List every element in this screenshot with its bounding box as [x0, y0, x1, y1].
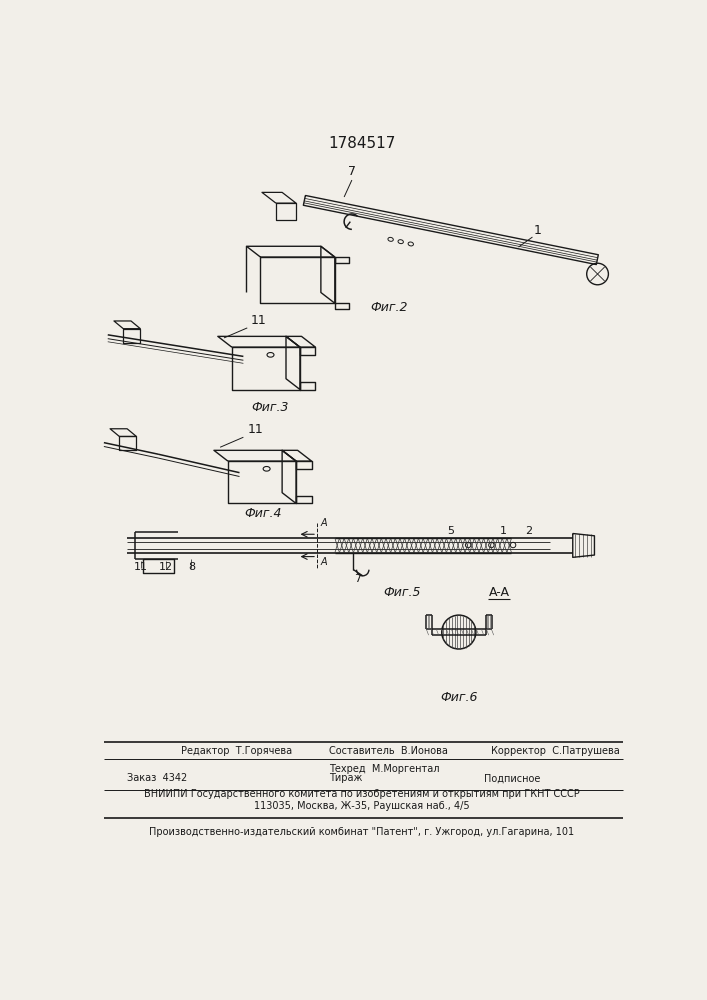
Text: Составитель  В.Ионова: Составитель В.Ионова — [329, 746, 448, 756]
Text: Корректор  С.Патрушева: Корректор С.Патрушева — [491, 746, 620, 756]
Text: 7: 7 — [348, 165, 356, 178]
Text: 7: 7 — [354, 574, 362, 584]
Text: ВНИИПИ Государственного комитета по изобретениям и открытиям при ГКНТ СССР: ВНИИПИ Государственного комитета по изоб… — [144, 789, 580, 799]
Text: Фиг.5: Фиг.5 — [383, 586, 421, 599]
Text: 8: 8 — [188, 562, 195, 572]
Text: A-A: A-A — [489, 586, 510, 599]
Text: Редактор  Т.Горячева: Редактор Т.Горячева — [182, 746, 293, 756]
Text: Тираж: Тираж — [329, 773, 362, 783]
Text: 2: 2 — [525, 526, 532, 536]
Text: 113035, Москва, Ж-35, Раушская наб., 4/5: 113035, Москва, Ж-35, Раушская наб., 4/5 — [254, 801, 469, 811]
Text: Фиг.4: Фиг.4 — [244, 507, 281, 520]
Text: Фиг.2: Фиг.2 — [370, 301, 408, 314]
Text: 11: 11 — [134, 562, 148, 572]
Text: Фиг.6: Фиг.6 — [440, 691, 477, 704]
Text: 1: 1 — [500, 526, 506, 536]
Text: Производственно-издательский комбинат "Патент", г. Ужгород, ул.Гагарина, 101: Производственно-издательский комбинат "П… — [149, 827, 575, 837]
Text: 11: 11 — [251, 314, 267, 327]
Text: 1: 1 — [534, 224, 542, 237]
Text: 12: 12 — [159, 562, 173, 572]
Text: Подписное: Подписное — [484, 773, 540, 783]
Text: Техред  М.Моргентал: Техред М.Моргентал — [329, 764, 439, 774]
Text: Фиг.3: Фиг.3 — [252, 401, 289, 414]
Text: 11: 11 — [247, 423, 263, 436]
Text: Заказ  4342: Заказ 4342 — [127, 773, 187, 783]
Text: A: A — [321, 518, 327, 528]
Text: 1784517: 1784517 — [328, 136, 396, 151]
Text: 5: 5 — [448, 526, 455, 536]
Text: A: A — [321, 557, 327, 567]
